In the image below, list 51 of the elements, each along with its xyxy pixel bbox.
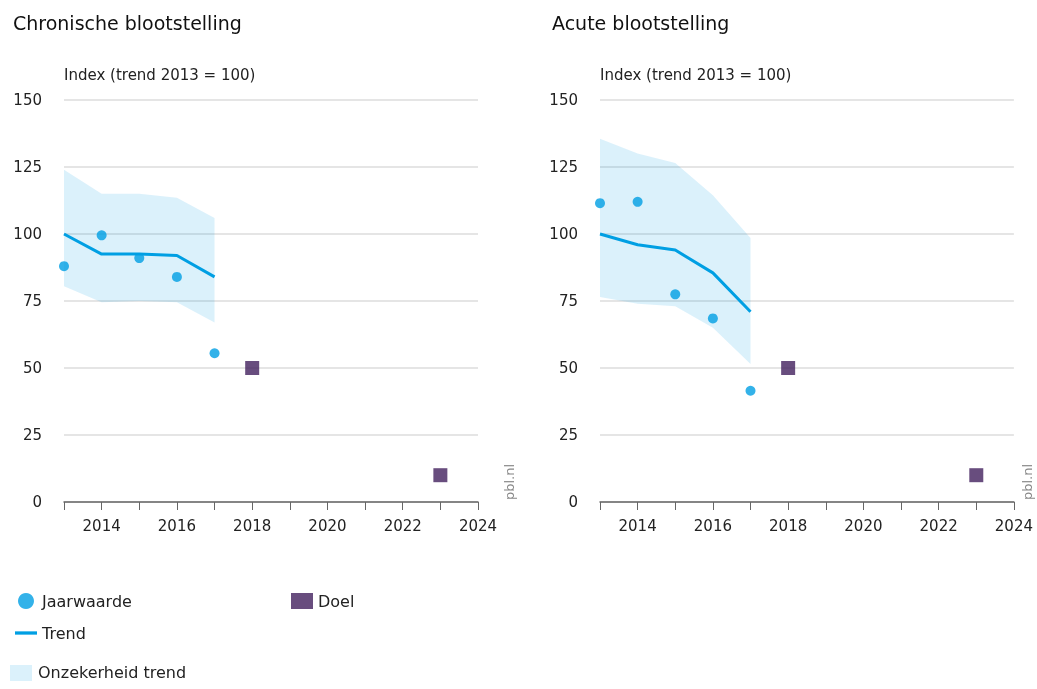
text: pbl.nl (1020, 463, 1035, 500)
y-tick-label: 75 (22, 292, 42, 310)
point (433, 468, 448, 483)
y-tick-label: 0 (568, 493, 578, 511)
point (209, 348, 220, 359)
point (245, 361, 260, 375)
x-tick-label: 2014 (82, 516, 121, 535)
y-axis-title: Index (trend 2013 = 100) (64, 65, 256, 84)
x-tick-label: 2018 (769, 516, 808, 535)
line-series (598, 232, 753, 314)
point (707, 313, 718, 324)
point (171, 271, 182, 282)
point (745, 385, 756, 396)
chart-title: Chronische blootstelling (13, 11, 242, 34)
x-tick-label: 2022 (919, 516, 958, 535)
y-tick-label: 150 (13, 91, 42, 109)
x-tick-label: 2024 (994, 516, 1034, 535)
legend-label: Doel (318, 591, 355, 611)
point (781, 361, 796, 375)
x-tick-label: 2016 (693, 516, 732, 535)
text: pbl.nl (502, 463, 517, 500)
legend-label: Trend (41, 623, 86, 643)
x-tick-label: 2020 (308, 516, 347, 535)
y-tick-label: 50 (558, 359, 578, 377)
x-tick-label: 2024 (458, 516, 498, 535)
y-tick-label: 25 (22, 426, 42, 444)
point (96, 230, 107, 241)
y-tick-label: 125 (13, 158, 42, 176)
y-tick-label: 0 (32, 493, 42, 511)
y-tick-label: 125 (549, 158, 578, 176)
point (969, 468, 984, 483)
x-tick-label: 2018 (233, 516, 272, 535)
x-tick-label: 2020 (844, 516, 883, 535)
point (632, 196, 643, 207)
y-tick-label: 25 (558, 426, 578, 444)
legend-label: Jaarwaarde (41, 591, 132, 611)
x-tick-label: 2022 (383, 516, 422, 535)
line-series (62, 232, 217, 279)
y-tick-label: 50 (22, 359, 42, 377)
point (595, 198, 605, 209)
y-tick-label: 100 (549, 225, 578, 243)
point (670, 289, 681, 300)
text: Onzekerheid trend (38, 663, 187, 682)
y-tick-label: 150 (549, 91, 578, 109)
y-tick-label: 75 (558, 292, 578, 310)
x-tick-label: 2016 (157, 516, 196, 535)
point (59, 261, 69, 272)
y-axis-title: Index (trend 2013 = 100) (600, 65, 792, 84)
x-tick-label: 2014 (618, 516, 657, 535)
chart-title: Acute blootstelling (552, 11, 730, 34)
y-tick-label: 100 (13, 225, 42, 243)
